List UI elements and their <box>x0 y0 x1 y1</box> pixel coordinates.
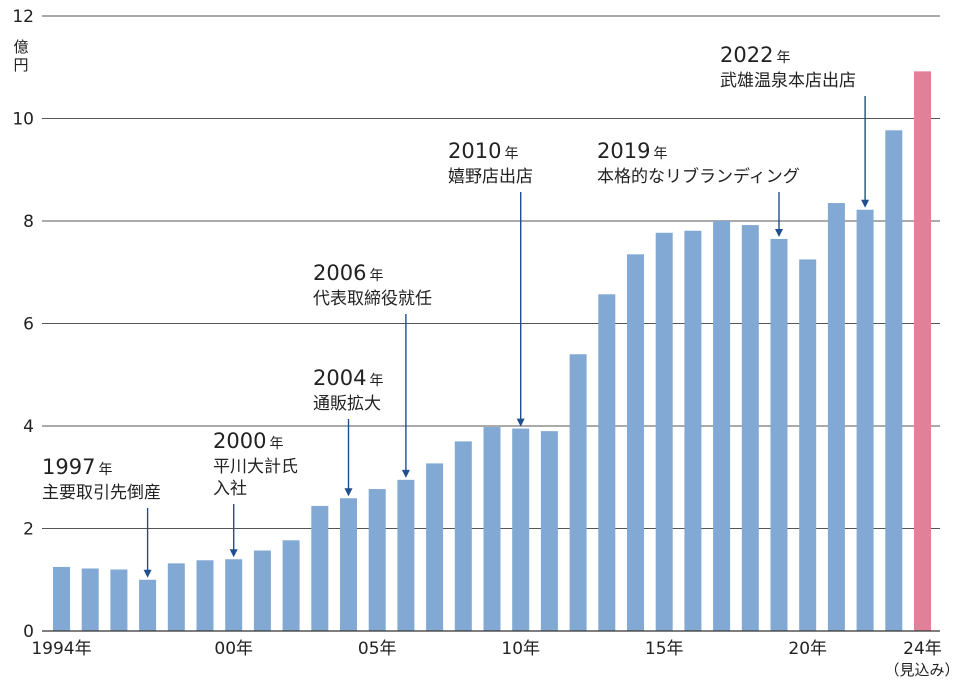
bar-forecast <box>914 71 931 632</box>
annotation-year: 2010 年 <box>448 139 518 163</box>
x-tick-note: （見込み） <box>884 661 959 679</box>
gridlines <box>42 15 940 529</box>
bar <box>483 427 501 631</box>
x-tick-label: 05年 <box>358 639 397 659</box>
bar <box>598 294 616 631</box>
bar <box>799 259 817 631</box>
bar <box>885 130 903 631</box>
bar <box>139 579 157 631</box>
y-tick-label: 12 <box>12 7 34 27</box>
bar <box>53 566 70 631</box>
annotation-year: 2004 年 <box>313 366 383 390</box>
annotation-year: 2019 年 <box>597 139 667 163</box>
annotation-text: 主要取引先倒産 <box>42 483 161 503</box>
annotation-text: 平川大計氏 <box>213 457 298 477</box>
bar <box>426 463 444 631</box>
annotation-text: 通販拡大 <box>313 394 381 414</box>
bar <box>225 559 243 631</box>
bar <box>311 505 329 631</box>
bar <box>684 230 702 632</box>
y-tick-label: 2 <box>23 520 34 540</box>
y-tick-label: 4 <box>23 417 34 437</box>
x-tick-label: 20年 <box>788 639 827 659</box>
bars <box>53 71 931 632</box>
bar <box>454 441 472 631</box>
annotation-arrow-head <box>775 228 783 237</box>
annotation-year: 2006 年 <box>313 261 383 285</box>
bar <box>655 232 673 631</box>
bar <box>713 221 731 631</box>
annotation-text: 武雄温泉本店出店 <box>720 71 856 91</box>
bar <box>81 568 99 631</box>
bar <box>196 560 214 631</box>
y-tick-label: 8 <box>23 212 34 232</box>
bar <box>569 354 587 631</box>
bar <box>110 569 128 631</box>
y-tick-label: 0 <box>23 622 34 642</box>
bar <box>340 498 357 631</box>
bar <box>856 209 874 631</box>
bar <box>167 563 185 631</box>
y-unit-label: 億円 <box>13 38 28 74</box>
x-tick-label: 10年 <box>501 639 540 659</box>
bar <box>741 225 759 631</box>
annotation-year: 1997 年 <box>42 455 112 479</box>
annotation-arrow-head <box>516 418 525 427</box>
annotation-arrow-head <box>401 469 410 478</box>
bar <box>253 550 271 631</box>
annotation-arrow-head <box>344 488 353 497</box>
x-axis: 1994年 00年 05年 10年 15年 20年 24年 （見込み） <box>31 639 959 679</box>
annotation-year: 2022 年 <box>720 43 790 67</box>
bar <box>540 431 558 631</box>
annotation-arrow-head <box>143 569 152 578</box>
bar <box>512 428 530 631</box>
y-axis: 0 2 4 6 8 10 12 <box>12 7 34 642</box>
bar <box>282 540 300 631</box>
annotation-year: 2000 年 <box>213 429 283 453</box>
x-tick-label: 15年 <box>645 639 684 659</box>
annotation-arrow-head <box>861 199 870 208</box>
x-tick-label: 24年 <box>903 639 942 659</box>
x-tick-label: 1994年 <box>31 639 91 659</box>
bar <box>827 203 845 631</box>
annotation-text: 代表取締役就任 <box>313 289 432 309</box>
bar <box>770 238 788 631</box>
annotation-text: 本格的なリブランディング <box>597 166 800 187</box>
y-tick-label: 10 <box>12 110 34 130</box>
x-tick-label: 00年 <box>214 639 253 659</box>
bar <box>397 479 415 631</box>
annotation-text: 入社 <box>213 479 247 499</box>
annotation-text: 嬉野店出店 <box>448 167 533 187</box>
annotation-arrow-head <box>229 549 238 558</box>
bar <box>627 254 644 631</box>
bar <box>368 489 386 631</box>
y-tick-label: 6 <box>23 315 34 335</box>
